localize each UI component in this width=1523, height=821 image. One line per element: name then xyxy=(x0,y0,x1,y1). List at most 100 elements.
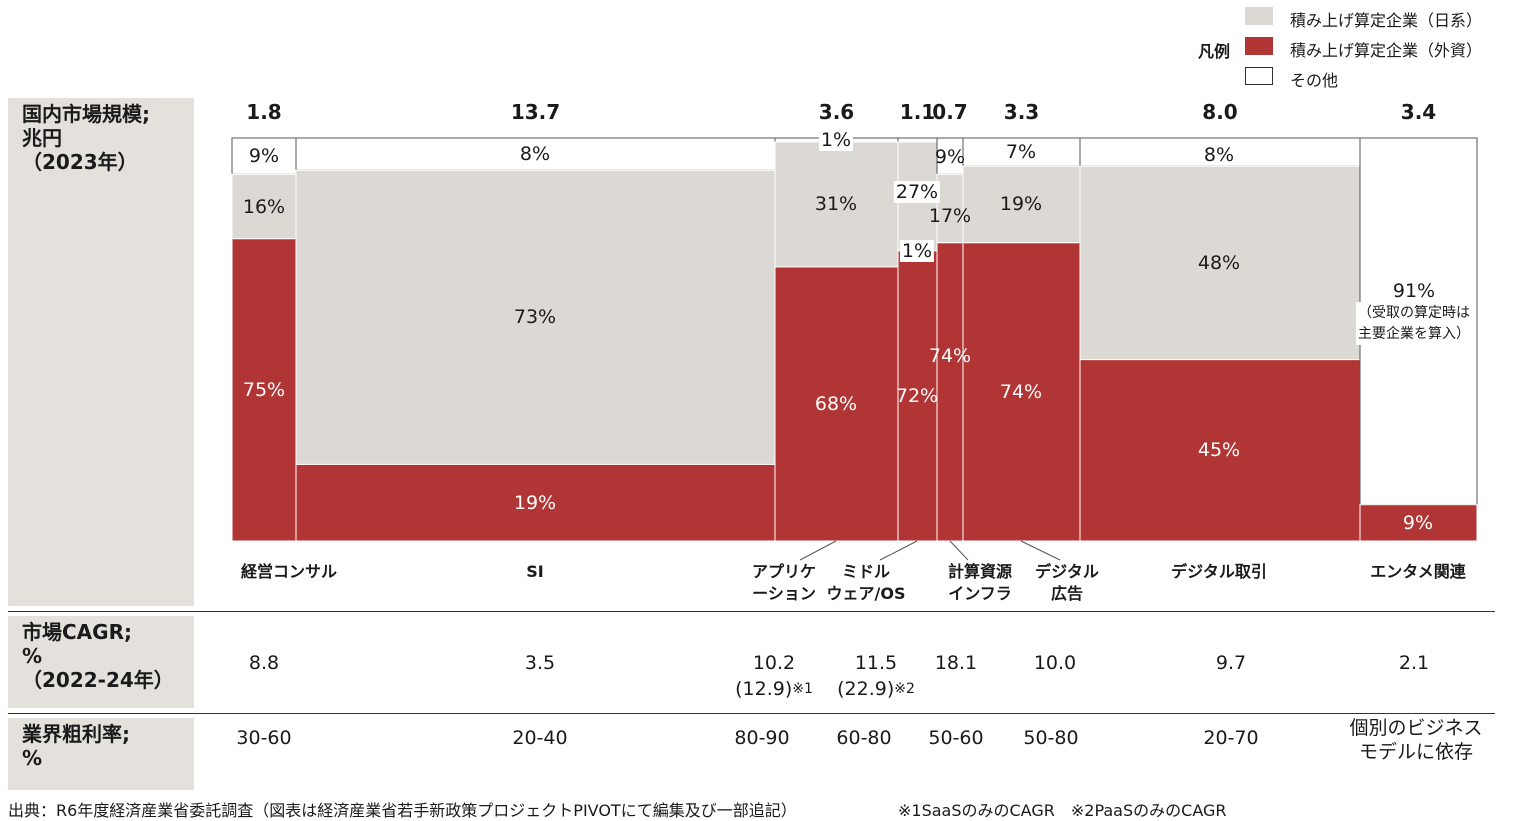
category-label-line: SI xyxy=(526,562,544,581)
cagr-main: 2.1 xyxy=(1398,652,1430,674)
cagr-sub-value: (22.9) xyxy=(837,678,895,700)
category-label-line: デジタル取引 xyxy=(1171,562,1267,581)
margin-value-7: 個別のビジネスモデルに依存 xyxy=(1349,717,1483,763)
other-pct-label-5: 7% xyxy=(1005,141,1037,163)
cagr-main: 10.2 xyxy=(752,652,796,674)
category-label-line: 経営コンサル xyxy=(240,562,338,581)
leader-line-middleware xyxy=(879,540,918,561)
row-head-cagr-l1: 市場CAGR; xyxy=(22,620,132,644)
other-segment-3 xyxy=(897,137,938,143)
total-label-4: 0.7 xyxy=(932,100,968,124)
domestic-pct-label-3: 1% xyxy=(899,240,935,262)
foreign-pct-label-6: 45% xyxy=(1197,439,1241,462)
margin-value-3: 60-80 xyxy=(836,727,892,749)
foreign-pct-label-1: 19% xyxy=(513,491,557,514)
cagr-sub-value: (12.9) xyxy=(735,678,793,700)
domestic-pct-label-5: 19% xyxy=(999,193,1043,216)
other-pct-label-1: 8% xyxy=(519,143,551,166)
category-label-line: 広告 xyxy=(1050,584,1083,603)
other-segment-5 xyxy=(962,137,1081,167)
foreign-pct-label-0: 75% xyxy=(242,378,286,401)
domestic-segment-4 xyxy=(936,173,964,244)
row-head-margin-l1: 業界粗利率; xyxy=(22,722,130,746)
margin-value-5: 50-80 xyxy=(1023,727,1079,749)
margin-value-2: 80-90 xyxy=(734,727,790,749)
category-label-line: デジタル xyxy=(1035,562,1099,581)
domestic-pct-label-2: 31% xyxy=(814,193,858,216)
domestic-pct-label-4: 17% xyxy=(928,205,972,227)
row-head-market-size: 国内市場規模; 兆円 （2023年） xyxy=(8,98,194,606)
other-segment-6 xyxy=(1079,137,1361,167)
cagr-sub: (12.9)※1 xyxy=(735,676,813,702)
footer-note: ※1SaaSのみのCAGR ※2PaaSのみのCAGR xyxy=(898,801,1227,820)
row-head-cagr-l3: （2022-24年） xyxy=(22,668,174,692)
category-label-6: デジタル取引 xyxy=(1171,561,1267,583)
foreign-segment-3 xyxy=(897,250,938,542)
margin-value-6: 20-70 xyxy=(1203,727,1259,749)
other-pct-label-4: 9% xyxy=(934,146,966,168)
domestic-segment-5 xyxy=(962,165,1081,244)
foreign-segment-4 xyxy=(936,242,964,542)
cagr-sub: (22.9)※2 xyxy=(837,676,915,702)
foreign-segment-7 xyxy=(1359,504,1478,542)
domestic-segment-6 xyxy=(1079,165,1361,361)
cagr-footnote-mark: ※1 xyxy=(792,681,813,697)
legend-swatch-other xyxy=(1245,67,1273,85)
foreign-pct-label-2: 68% xyxy=(814,392,858,415)
cagr-main: 18.1 xyxy=(934,652,978,674)
other-pct-label-6: 8% xyxy=(1203,144,1235,166)
domestic-pct-label-6: 48% xyxy=(1197,251,1241,274)
foreign-pct-label-7: 9% xyxy=(1402,511,1434,534)
foreign-pct-label-3: 72% xyxy=(895,384,939,407)
divider-1 xyxy=(8,611,1495,612)
category-label-4: 計算資源 インフラ xyxy=(948,561,1012,605)
cagr-main: 9.7 xyxy=(1215,652,1247,674)
cagr-main: 8.8 xyxy=(248,652,280,674)
cagr-value-6: 9.7 xyxy=(1216,650,1246,676)
cagr-value-0: 8.8 xyxy=(249,650,279,676)
row-head-market-l1: 国内市場規模; xyxy=(22,102,150,126)
total-label-6: 8.0 xyxy=(1202,100,1238,124)
cagr-footnote-mark: ※2 xyxy=(894,681,915,697)
other-note-line-0: （受取の算定時は xyxy=(1356,302,1472,324)
legend-swatch-domestic xyxy=(1245,7,1273,25)
category-label-7: エンタメ関連 xyxy=(1370,561,1466,583)
row-head-margin: 業界粗利率; % xyxy=(8,718,194,790)
margin-value-4: 50-60 xyxy=(928,727,984,749)
cagr-value-5: 10.0 xyxy=(1034,650,1076,676)
domestic-pct-label-1: 73% xyxy=(513,306,557,329)
leader-line-ads xyxy=(1020,540,1061,561)
category-label-3: ミドル ウェア/OS xyxy=(827,561,906,605)
category-label-line: ーション xyxy=(752,584,816,603)
margin-value-0: 30-60 xyxy=(236,727,292,749)
cagr-value-1: 3.5 xyxy=(525,650,555,676)
total-label-1: 13.7 xyxy=(510,100,561,124)
cagr-main: 11.5 xyxy=(854,652,898,674)
category-label-line: ウェア/OS xyxy=(826,584,906,603)
other-segment-1 xyxy=(295,137,776,171)
foreign-segment-5 xyxy=(962,242,1081,542)
legend-label-foreign: 積み上げ算定企業（外資） xyxy=(1290,41,1483,60)
legend-label-domestic: 積み上げ算定企業（日系） xyxy=(1290,11,1483,30)
other-pct-label-7: 91% xyxy=(1390,280,1438,302)
foreign-segment-6 xyxy=(1079,359,1361,542)
category-label-line: インフラ xyxy=(948,584,1012,603)
foreign-segment-2 xyxy=(774,266,899,542)
total-label-7: 3.4 xyxy=(1400,100,1437,124)
row-head-cagr-l2: % xyxy=(22,644,43,668)
total-label-2: 3.6 xyxy=(818,100,855,124)
cagr-value-2: 10.2 (12.9)※1 xyxy=(735,650,813,702)
category-label-line: アプリケ xyxy=(751,562,817,581)
legend-swatch-foreign xyxy=(1245,37,1273,55)
domestic-segment-2 xyxy=(774,141,899,268)
cagr-value-4: 18.1 xyxy=(935,650,977,676)
total-label-3: 1.1 xyxy=(899,100,936,124)
other-pct-label-3: 27% xyxy=(893,181,941,203)
category-label-0: 経営コンサル xyxy=(241,561,337,583)
total-label-5: 3.3 xyxy=(1003,100,1040,124)
leader-line-compute xyxy=(949,540,969,561)
cagr-main: 3.5 xyxy=(524,652,556,674)
legend-label-other: その他 xyxy=(1290,71,1339,90)
